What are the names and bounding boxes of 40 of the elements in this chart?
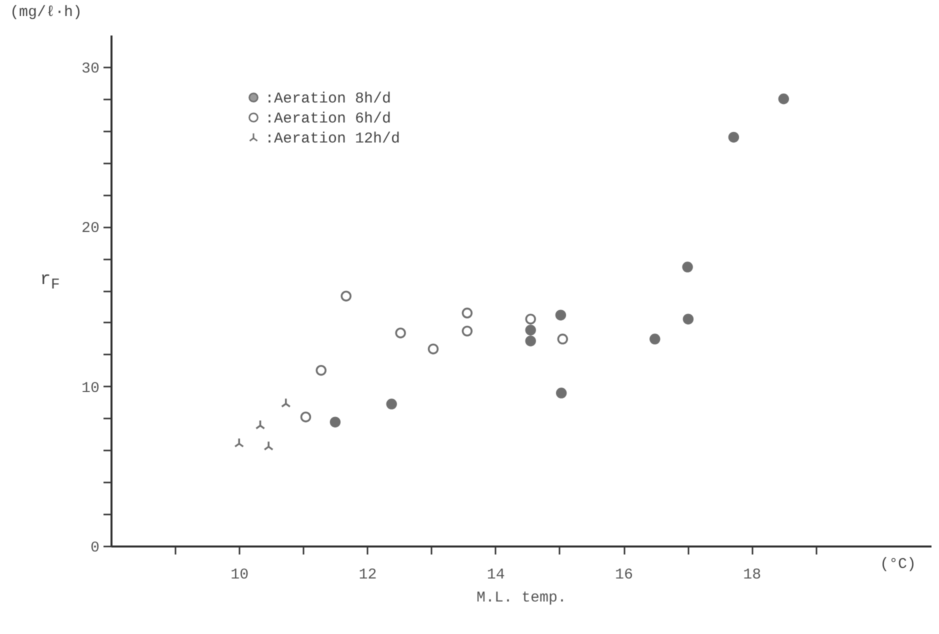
y-tick-label: 0	[90, 540, 100, 556]
point	[650, 334, 660, 344]
point	[255, 420, 266, 430]
point	[234, 438, 244, 448]
point	[316, 364, 326, 376]
x-axis-title: M.L. temp.	[476, 590, 567, 606]
legend-label: :Aeration 8h/d	[265, 90, 392, 108]
point	[525, 324, 536, 336]
point	[462, 308, 473, 318]
x-tick-label: 16	[614, 566, 634, 584]
x-tick-label: 18	[743, 566, 762, 584]
point	[682, 314, 694, 324]
point	[340, 290, 352, 302]
point	[682, 262, 693, 272]
point	[557, 334, 568, 344]
point	[264, 440, 274, 451]
point	[395, 328, 406, 338]
y-axis-title: r$_{F}$	[40, 270, 60, 294]
point	[428, 344, 439, 354]
point	[300, 412, 312, 422]
point	[330, 416, 341, 428]
point	[462, 326, 473, 336]
point	[728, 132, 740, 143]
point	[778, 94, 790, 104]
point	[525, 336, 536, 346]
x-tick-label: 10	[230, 566, 249, 584]
y-tick-label: 30	[81, 60, 100, 78]
text: (°C)	[880, 556, 916, 573]
y-tick-label: 20	[81, 220, 100, 238]
x-tick-label: 12	[358, 566, 377, 584]
legend-label: :Aeration 12h/d	[265, 130, 400, 148]
point	[556, 388, 567, 398]
text: (mg/ℓ·h)	[10, 4, 82, 21]
point	[386, 398, 397, 410]
point	[555, 310, 566, 320]
x-tick-label: 14	[486, 566, 505, 584]
point	[280, 398, 291, 408]
point	[525, 314, 536, 324]
legend-label: :Aeration 6h/d	[265, 110, 392, 128]
y-tick-label: 10	[81, 380, 100, 397]
